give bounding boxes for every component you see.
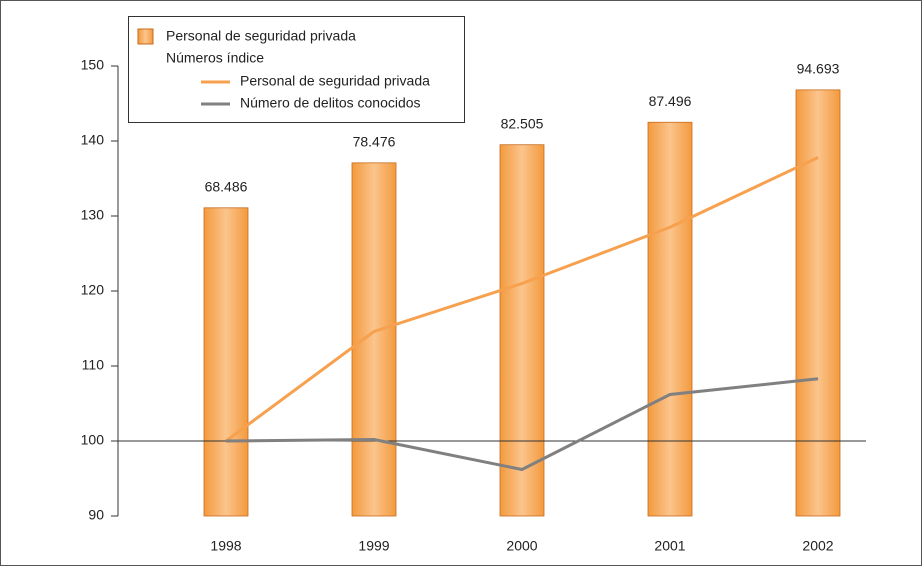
legend-label: Personal de seguridad privada: [240, 73, 430, 89]
line-series: [225, 156, 819, 443]
bar: [203, 207, 249, 517]
x-tick-label: 1999: [358, 538, 389, 554]
y-tick-label: 110: [82, 357, 105, 373]
x-tick-label: 1998: [210, 538, 241, 554]
y-tick-label: 100: [81, 432, 105, 448]
bar: [351, 162, 397, 517]
line-series: [225, 377, 819, 472]
y-tick-label: 150: [81, 57, 105, 73]
bar-value-label: 78.476: [353, 134, 396, 150]
bar-value-label: 68.486: [205, 179, 248, 195]
legend-box: [128, 16, 465, 123]
y-tick-label: 120: [81, 282, 105, 298]
legend-title: Números índice: [166, 50, 264, 66]
y-tick-label: 90: [88, 507, 104, 523]
y-tick-label: 130: [81, 207, 105, 223]
y-tick-label: 140: [81, 132, 105, 148]
bar: [647, 121, 693, 517]
bar: [795, 89, 841, 517]
x-tick-label: 2000: [506, 538, 537, 554]
bar-value-label: 82.505: [501, 115, 544, 131]
bar: [499, 144, 545, 517]
legend-label: Personal de seguridad privada: [166, 28, 356, 44]
legend-swatch: [137, 28, 154, 45]
legend-label: Número de delitos conocidos: [240, 95, 421, 111]
x-tick-label: 2001: [654, 538, 685, 554]
bar-value-label: 94.693: [797, 61, 840, 77]
bar-value-label: 87.496: [649, 93, 692, 109]
x-tick-label: 2002: [802, 538, 833, 554]
